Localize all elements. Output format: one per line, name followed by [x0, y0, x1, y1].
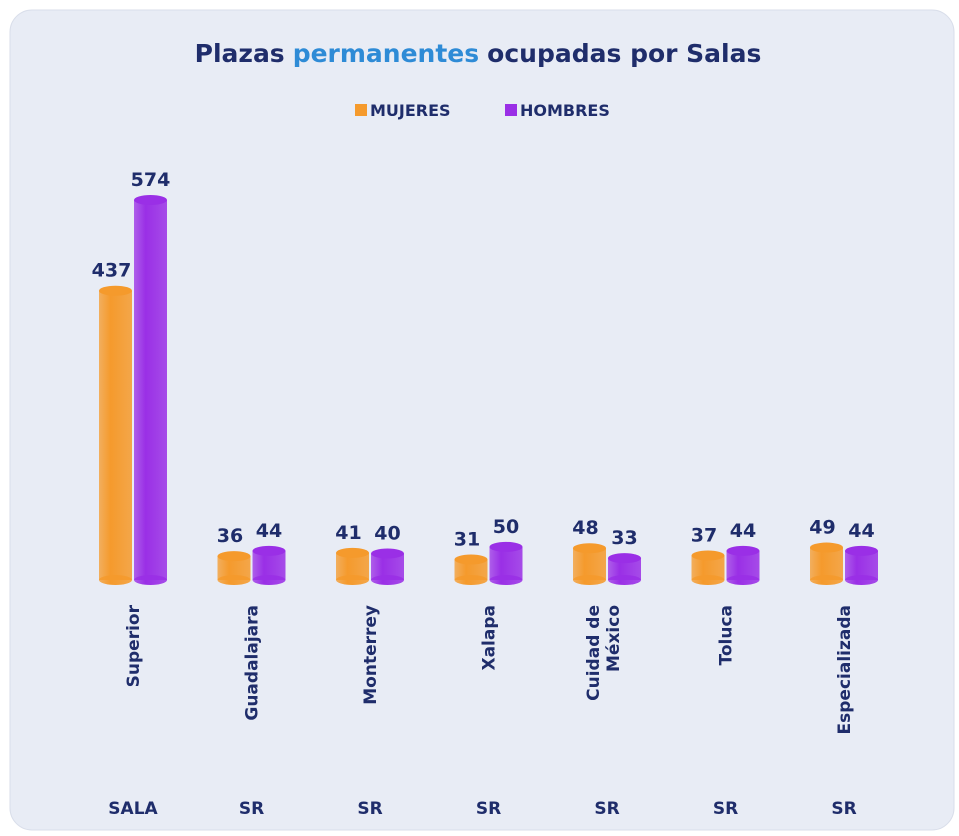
title-part: Plazas: [195, 39, 285, 68]
panel: [9, 9, 955, 831]
bar: [810, 547, 843, 580]
bar-top: [336, 547, 369, 558]
group-label: SR: [357, 799, 382, 819]
bar-top: [691, 550, 725, 561]
bar-top: [134, 195, 167, 206]
data-label: 437: [92, 260, 132, 282]
bar: [608, 558, 641, 580]
bar-top: [573, 543, 606, 554]
bar-top: [454, 554, 488, 565]
data-label: 44: [848, 520, 874, 542]
bar-top: [726, 545, 760, 556]
chart-title: Plazas permanentes ocupadas por Salas: [195, 39, 762, 68]
bar-top: [608, 553, 641, 564]
title-part: ocupadas por Salas: [487, 39, 761, 68]
data-label: 574: [131, 169, 171, 191]
group-label: SALA: [108, 799, 158, 819]
bar-top: [217, 551, 251, 562]
title-part: permanentes: [293, 39, 479, 68]
bar: [454, 559, 488, 580]
x-tick-label: Especializada: [835, 605, 855, 734]
legend-label: HOMBRES: [520, 101, 610, 120]
bar: [217, 556, 251, 580]
group-label: SR: [594, 799, 619, 819]
data-label: 31: [454, 528, 480, 550]
data-label: 37: [691, 525, 717, 547]
legend-label: MUJERES: [370, 101, 451, 120]
data-label: 41: [335, 522, 361, 544]
x-tick-label: Monterrey: [361, 605, 381, 705]
data-label: 44: [256, 520, 282, 542]
bar-top: [371, 548, 404, 559]
group-label: SR: [476, 799, 501, 819]
x-tick-label: Cuidad de: [584, 605, 604, 701]
bar: [573, 548, 606, 580]
group-label: SR: [831, 799, 856, 819]
x-tick-label: México: [604, 605, 624, 672]
bar: [134, 200, 167, 580]
legend-swatch: [355, 104, 367, 116]
bar: [489, 546, 523, 580]
bar-top: [810, 542, 843, 553]
bar-top: [489, 541, 523, 552]
bar-top: [99, 285, 132, 296]
data-label: 36: [217, 525, 243, 547]
group-label: SR: [713, 799, 738, 819]
data-label: 50: [493, 516, 519, 538]
group-label: SR: [239, 799, 264, 819]
data-label: 40: [374, 523, 400, 545]
data-label: 48: [572, 517, 598, 539]
data-label: 44: [730, 520, 756, 542]
bar: [99, 290, 132, 580]
data-label: 33: [611, 527, 637, 549]
bar-top: [252, 545, 286, 556]
x-tick-label: Toluca: [717, 605, 737, 666]
x-tick-label: Guadalajara: [243, 605, 263, 721]
legend-swatch: [505, 104, 517, 116]
x-tick-label: Xalapa: [480, 605, 500, 671]
x-tick-label: Superior: [124, 604, 144, 687]
data-label: 49: [809, 517, 835, 539]
bar-top: [845, 545, 878, 556]
